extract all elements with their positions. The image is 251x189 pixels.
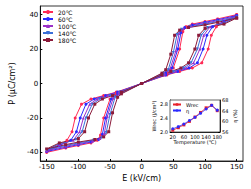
svg-text:-50: -50 [104, 163, 115, 171]
svg-text:-40: -40 [27, 148, 38, 156]
svg-text:η (%): η (%) [232, 109, 239, 122]
svg-text:60: 60 [181, 134, 187, 140]
svg-text:20: 20 [29, 45, 38, 53]
svg-text:Wrec (J/cm³): Wrec (J/cm³) [151, 101, 157, 132]
svg-text:-20: -20 [27, 114, 38, 122]
svg-text:56: 56 [222, 129, 228, 135]
svg-text:40: 40 [29, 11, 38, 19]
svg-text:2.0: 2.0 [160, 129, 168, 135]
svg-text:100: 100 [198, 163, 211, 171]
svg-text:2.8: 2.8 [160, 101, 168, 107]
svg-text:68: 68 [222, 97, 228, 103]
svg-text:0: 0 [34, 80, 38, 88]
svg-text:20: 20 [170, 134, 176, 140]
svg-text:64: 64 [222, 108, 228, 114]
svg-text:η: η [186, 108, 189, 115]
svg-text:180: 180 [212, 134, 222, 140]
svg-text:-100: -100 [70, 163, 86, 171]
svg-text:100℃: 100℃ [58, 23, 76, 30]
svg-text:P (μC/cm²): P (μC/cm²) [8, 62, 17, 104]
svg-text:140: 140 [201, 134, 211, 140]
svg-text:E (kV/cm): E (kV/cm) [122, 174, 161, 183]
svg-text:150: 150 [230, 163, 243, 171]
svg-text:20℃: 20℃ [58, 9, 73, 16]
svg-text:180℃: 180℃ [58, 37, 76, 44]
svg-text:50: 50 [169, 163, 178, 171]
svg-text:60: 60 [222, 118, 228, 124]
svg-text:100: 100 [190, 134, 200, 140]
svg-text:-150: -150 [39, 163, 55, 171]
svg-text:Temperature (℃): Temperature (℃) [173, 139, 217, 146]
svg-text:0: 0 [139, 163, 143, 171]
svg-text:140℃: 140℃ [58, 30, 76, 37]
svg-text:Wrec: Wrec [186, 101, 199, 108]
svg-text:60℃: 60℃ [58, 16, 73, 23]
svg-text:2.4: 2.4 [160, 115, 168, 121]
